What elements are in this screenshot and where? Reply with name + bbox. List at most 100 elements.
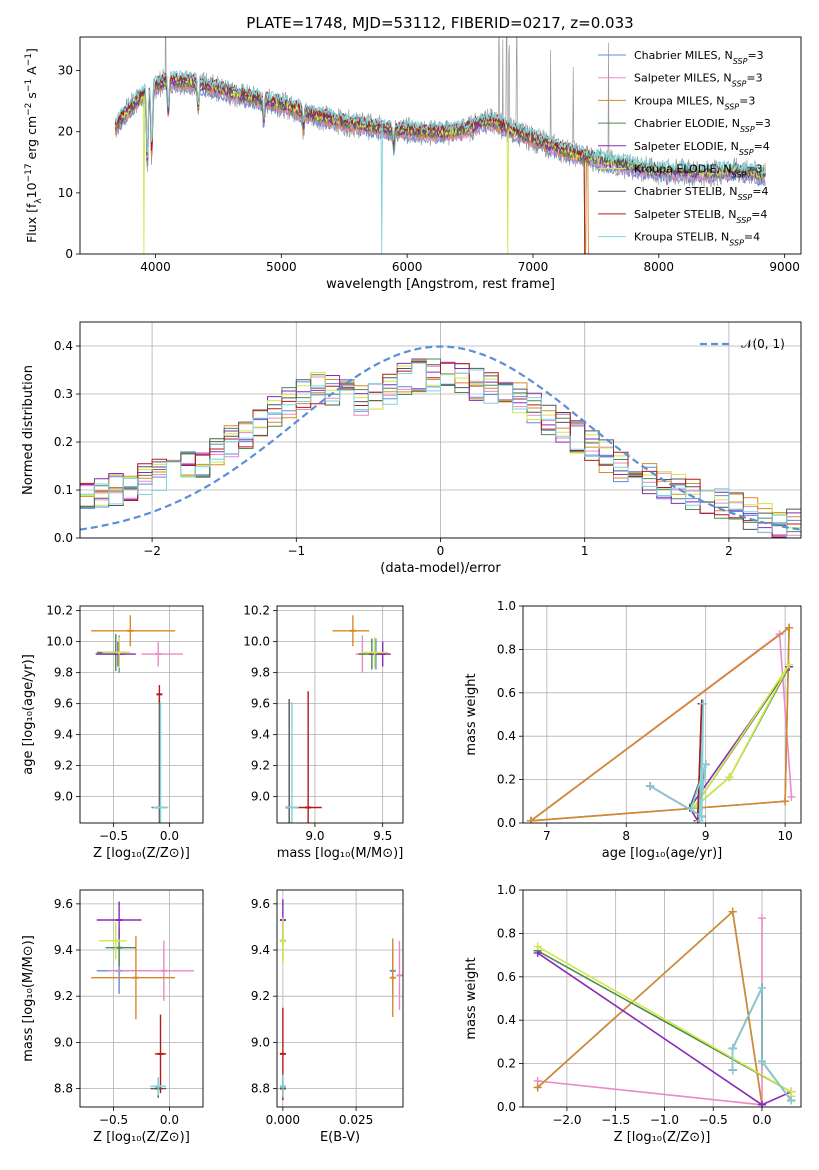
weight-series-line bbox=[693, 664, 790, 809]
age_vs_weight-ytick-label: 0.4 bbox=[497, 729, 516, 743]
spectrum-legend-label: Kroupa MILES, NSSP=3 bbox=[634, 94, 755, 111]
legend-text: Salpeter STELIB, N bbox=[634, 208, 736, 221]
z_vs_age-ytick-label: 10.2 bbox=[46, 604, 73, 618]
spectrum-ytick-label: 0 bbox=[65, 247, 73, 261]
z_vs_age-ytick-label: 9.6 bbox=[54, 697, 73, 711]
weight-series-line bbox=[530, 626, 790, 822]
ebv_vs_mass-ytick-label: 8.8 bbox=[251, 1082, 270, 1096]
z_vs_mass-xtick-label: −0.5 bbox=[99, 1113, 128, 1127]
ebv_vs_mass-xlabel: E(B-V) bbox=[320, 1130, 360, 1145]
z_vs_weight-ytick-label: 0.0 bbox=[497, 1100, 516, 1114]
spectrum-legend-label: Salpeter ELODIE, NSSP=4 bbox=[634, 140, 770, 157]
z_vs_mass-frame bbox=[79, 889, 204, 1108]
weight-series-line bbox=[537, 910, 763, 1105]
z_vs_mass-ylabel: mass [log₁₀(M/M⊙)] bbox=[21, 935, 36, 1062]
legend-sub: SSP bbox=[736, 215, 751, 224]
weight-point-marker bbox=[757, 914, 766, 923]
residuals-ylabel: Normed distribution bbox=[21, 365, 36, 495]
legend-text: Kroupa STELIB, N bbox=[634, 231, 729, 244]
spectrum-xtick-label: 7000 bbox=[518, 260, 549, 274]
residuals-ytick-label: 0.3 bbox=[54, 387, 73, 401]
z_vs_age-plot-area bbox=[80, 606, 203, 823]
weight-point-marker bbox=[757, 1100, 766, 1107]
spectrum-xtick-label: 4000 bbox=[140, 260, 171, 274]
mass_vs_age-xlabel: mass [log₁₀(M/M⊙)] bbox=[277, 846, 404, 861]
mass_vs_age-ytick-label: 9.8 bbox=[251, 666, 270, 680]
age_vs_weight-ytick-label: 0.2 bbox=[497, 773, 516, 787]
age_vs_weight-plot-area bbox=[523, 606, 801, 823]
legend-text: Kroupa ELODIE, N bbox=[634, 163, 732, 176]
weight-point-marker bbox=[728, 907, 737, 916]
spectrum-legend-label: Kroupa ELODIE, NSSP=3 bbox=[634, 163, 763, 180]
spectrum-legend-label: Kroupa STELIB, NSSP=4 bbox=[634, 231, 760, 248]
spectrum-ylabel-part: −1 bbox=[24, 79, 34, 92]
weight-series-line bbox=[537, 910, 763, 1105]
spectrum-frame bbox=[79, 36, 802, 255]
legend-tail: =4 bbox=[751, 208, 767, 221]
spectrum-ylabel-part: −17 bbox=[24, 163, 34, 182]
weight-point-marker bbox=[787, 792, 796, 801]
residuals-panel: −2 −1 0 1 2 0.0 0.1 0.2 0.3 0.4 (data-model)/error… bbox=[21, 321, 802, 576]
legend-tail: =4 bbox=[754, 140, 770, 153]
spectrum-model-line bbox=[114, 69, 766, 254]
legend-sub: SSP bbox=[733, 57, 748, 66]
z_vs_age-frame bbox=[79, 605, 204, 824]
weight-point-marker bbox=[687, 803, 696, 812]
spectrum-ylabel-part: −2 bbox=[24, 103, 34, 116]
ebv_vs_mass-panel: 0.000 0.025 8.8 9.0 9.2 9.4 9.6 E(B-V) bbox=[251, 889, 404, 1145]
z_vs_mass-xlabel: Z [log₁₀(Z/Z⊙)] bbox=[93, 1130, 190, 1145]
legend-text: Chabrier STELIB, N bbox=[634, 185, 738, 198]
gaussian-curve bbox=[80, 345, 801, 531]
z_vs_weight-xlabel: Z [log₁₀(Z/Z⊙)] bbox=[614, 1130, 711, 1145]
z_vs_mass-ytick-label: 9.2 bbox=[54, 989, 73, 1003]
mass_vs_age-xtick-label: 9.0 bbox=[305, 829, 324, 843]
spectrum-ylabel-part: ] bbox=[24, 48, 39, 53]
residuals-frame bbox=[79, 321, 802, 539]
spectrum-ylabel-part: Flux [f bbox=[24, 203, 39, 243]
mass_vs_age-ytick-label: 9.6 bbox=[251, 697, 270, 711]
spectrum-xtick-label: 9000 bbox=[769, 260, 800, 274]
z_vs_age-ytick-label: 9.8 bbox=[54, 666, 73, 680]
residuals-ytick-label: 0.1 bbox=[54, 483, 73, 497]
weight-series-line bbox=[649, 703, 707, 821]
z_vs_weight-ylabel: mass weight bbox=[464, 957, 479, 1039]
z_vs_mass-panel: −0.5 0.0 8.8 9.0 9.2 9.4 9.6 Z [log₁₀(Z/Z⊙)] mas… bbox=[21, 889, 204, 1145]
ebv_vs_mass-xtick-label: 0.000 bbox=[266, 1113, 300, 1127]
z_vs_mass-ytick-label: 9.6 bbox=[54, 897, 73, 911]
residual-histogram bbox=[80, 362, 801, 538]
spectrum-ylabel-part: λ bbox=[34, 198, 44, 204]
spectrum-xlabel: wavelength [Angstrom, rest frame] bbox=[326, 277, 555, 292]
legend-sub: SSP bbox=[739, 147, 754, 156]
mass_vs_age-ytick-label: 10.2 bbox=[243, 604, 270, 618]
legend-sub: SSP bbox=[738, 193, 753, 202]
age_vs_weight-ytick-label: 0.0 bbox=[497, 816, 516, 830]
z_vs_weight-ytick-label: 0.6 bbox=[497, 970, 516, 984]
spectrum-xtick-label: 8000 bbox=[644, 260, 675, 274]
residual-legend-label: 𝒩(0, 1) bbox=[741, 337, 785, 351]
mass_vs_age-plot-area bbox=[277, 606, 403, 823]
residual-histogram bbox=[80, 361, 801, 538]
weight-point-marker bbox=[728, 1066, 737, 1075]
legend-tail: =3 bbox=[739, 94, 755, 107]
age_vs_weight-ytick-label: 1.0 bbox=[497, 599, 516, 613]
mass_vs_age-ytick-label: 9.0 bbox=[251, 790, 270, 804]
z_vs_mass-ytick-label: 9.4 bbox=[54, 943, 73, 957]
spectrum-legend-label: Salpeter STELIB, NSSP=4 bbox=[634, 208, 767, 225]
ebv_vs_mass-frame bbox=[276, 889, 404, 1108]
ebv_vs_mass-ytick-label: 9.0 bbox=[251, 1035, 270, 1049]
legend-tail: =4 bbox=[752, 185, 768, 198]
z_vs_weight-xtick-label: −0.5 bbox=[699, 1113, 728, 1127]
legend-tail: =3 bbox=[747, 49, 763, 62]
weight-point-marker bbox=[699, 699, 708, 708]
z_vs_weight-ytick-label: 0.8 bbox=[497, 926, 516, 940]
spectrum-ylabel-part: 10 bbox=[24, 182, 39, 198]
residuals-ytick-label: 0.4 bbox=[54, 339, 73, 353]
legend-tail: =3 bbox=[746, 163, 762, 176]
weight-point-marker bbox=[728, 1044, 737, 1053]
residuals-ytick-label: 0.0 bbox=[54, 531, 73, 545]
weight-point-marker bbox=[695, 816, 704, 823]
z_vs_weight-ytick-label: 0.2 bbox=[497, 1057, 516, 1071]
weight-point-marker bbox=[697, 812, 706, 821]
z_vs_weight-xtick-label: 0.0 bbox=[752, 1113, 771, 1127]
